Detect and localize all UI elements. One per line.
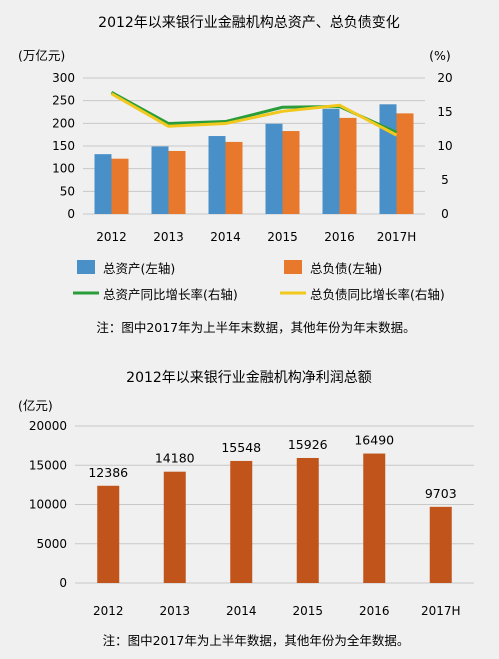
chart1-legend-label: 总负债同比增长率(右轴): [310, 287, 445, 302]
chart1-x-tick: 2015: [267, 230, 298, 244]
chart1-bar: [322, 108, 340, 214]
chart1-right-tick: 10: [437, 139, 452, 153]
chart1-x-tick: 2013: [153, 230, 184, 244]
chart1-bar: [208, 136, 226, 214]
chart2-tick-labels: 0 5000 10000 15000 20000 2012 2013 2014 2015 2016…: [29, 419, 461, 618]
chart2-left-unit: (亿元): [18, 398, 53, 413]
chart1-x-tick: 2017H: [377, 230, 417, 244]
chart2-x-tick: 2013: [159, 604, 190, 618]
chart2-bar: [363, 453, 386, 583]
chart2-left-tick: 5000: [36, 537, 67, 551]
chart1-left-tick: 300: [52, 71, 75, 85]
chart1-legend-label: 总资产同比增长率(右轴): [103, 287, 238, 302]
chart2-bar: [429, 506, 452, 583]
chart1-right-unit: (%): [429, 48, 451, 63]
chart1-bar: [265, 123, 283, 214]
chart1-legend-swatch: [284, 260, 302, 274]
chart1-note: 注：图中2017年为上半年末数据，其他年份为年末数据。: [96, 320, 415, 335]
chart1-left-tick: 250: [52, 94, 75, 108]
chart1-legend-label: 总资产(左轴): [103, 261, 175, 276]
chart2-data-label: 15926: [288, 437, 328, 452]
chart1-tick-labels: 0 50 100 150 200 250 300 0 5 10 15 20 2012 2013 2014 20…: [52, 71, 453, 244]
chart1-left-tick: 150: [52, 139, 75, 153]
chart1-right-tick: 15: [437, 105, 452, 119]
chart1-right-tick: 20: [437, 71, 452, 85]
chart1-left-unit: (万亿元): [18, 48, 65, 63]
chart1-x-tick: 2012: [96, 230, 127, 244]
chart1-right-tick: 5: [441, 173, 449, 187]
chart2-data-label: 12386: [88, 465, 128, 480]
chart1-left-tick: 200: [52, 116, 75, 130]
chart1-left-tick: 100: [52, 162, 75, 176]
chart1-legend-label: 总负债(左轴): [310, 261, 382, 276]
chart2-left-tick: 0: [59, 576, 67, 590]
chart2-x-tick: 2012: [93, 604, 124, 618]
chart1-bar: [396, 113, 414, 214]
chart1-bar: [168, 150, 186, 214]
chart1-x-tick: 2016: [324, 230, 355, 244]
chart1-right-tick: 0: [441, 207, 449, 221]
chart1-left-tick: 0: [67, 207, 75, 221]
chart1-bars: [94, 104, 414, 214]
chart2-x-tick: 2014: [226, 604, 257, 618]
chart2-left-tick: 10000: [29, 498, 67, 512]
chart1-bar: [111, 158, 129, 214]
chart1-left-tick: 50: [60, 184, 75, 198]
chart2-x-tick: 2015: [292, 604, 323, 618]
chart1-lines: [110, 90, 398, 137]
chart2-note: 注：图中2017年为上半年数据，其他年份为全年数据。: [103, 633, 410, 648]
chart2-left-tick: 20000: [29, 419, 67, 433]
chart2-data-label: 16490: [354, 433, 394, 448]
chart1-bar: [339, 117, 357, 214]
chart2-title: 2012年以来银行业金融机构净利润总额: [126, 370, 372, 386]
chart2-x-tick: 2016: [359, 604, 390, 618]
chart2-bar: [296, 457, 319, 583]
chart1-bar: [379, 104, 397, 214]
chart2-left-tick: 15000: [29, 458, 67, 472]
chart1-bar: [282, 131, 300, 214]
chart2-x-tick: 2017H: [421, 604, 461, 618]
chart1-series-line: [110, 92, 398, 137]
chart1-bar: [225, 141, 243, 214]
chart1-x-tick: 2014: [210, 230, 241, 244]
chart1-gridlines: [83, 77, 425, 215]
chart2-bar: [97, 485, 120, 583]
chart2-gridlines: [75, 425, 474, 584]
chart2-data-label: 14180: [155, 451, 195, 466]
chart1-legend: 总资产(左轴) 总负债(左轴) 总资产同比增长率(右轴) 总负债同比增长率(右轴): [73, 260, 445, 302]
chart1-title: 2012年以来银行业金融机构总资产、总负债变化: [98, 15, 400, 31]
chart2-data-label: 9703: [425, 486, 457, 501]
chart1-bar: [94, 154, 112, 214]
chart2-bars: 12386 14180 15548 15926 16490 9703: [88, 433, 457, 583]
chart2-data-label: 15548: [221, 440, 261, 455]
chart2-bar: [230, 460, 253, 583]
chart2-bar: [163, 471, 186, 583]
chart1-bar: [151, 146, 169, 214]
chart1-legend-swatch: [77, 260, 95, 274]
